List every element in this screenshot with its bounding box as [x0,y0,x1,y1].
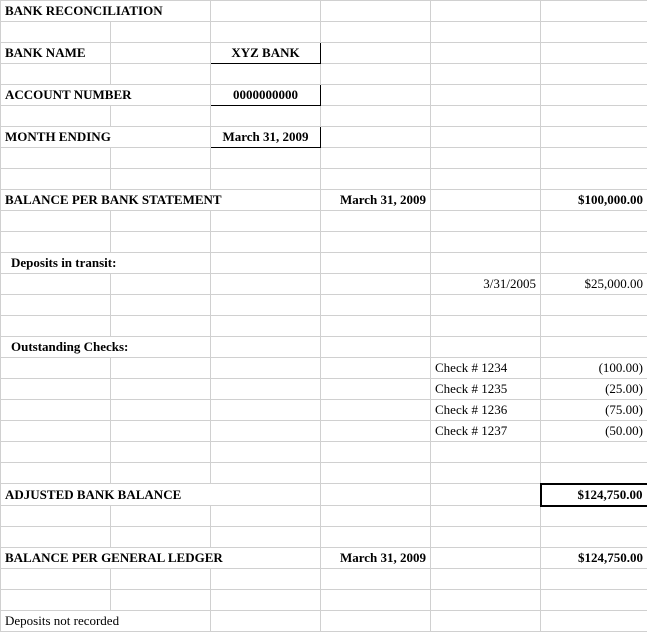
deposit-amount: $25,000.00 [541,274,647,295]
balance-per-bank-date: March 31, 2009 [321,190,431,211]
adjusted-bank-balance-amount: $124,750.00 [541,484,647,506]
check-desc: Check # 1235 [431,379,541,400]
balance-per-gl-label: BALANCE PER GENERAL LEDGER [1,548,321,569]
balance-per-bank-amount: $100,000.00 [541,190,647,211]
row-month-ending: MONTH ENDING March 31, 2009 [1,127,647,148]
row-adjusted-bank-balance: ADJUSTED BANK BALANCE $124,750.00 [1,484,647,506]
row-balance-per-bank: BALANCE PER BANK STATEMENT March 31, 200… [1,190,647,211]
account-number-value: 0000000000 [211,85,321,106]
row-balance-per-gl: BALANCE PER GENERAL LEDGER March 31, 200… [1,548,647,569]
check-amount: (100.00) [541,358,647,379]
deposits-in-transit-label: Deposits in transit: [1,253,211,274]
deposits-not-recorded-label: Deposits not recorded [1,611,211,632]
balance-per-bank-label: BALANCE PER BANK STATEMENT [1,190,321,211]
deposit-date: 3/31/2005 [431,274,541,295]
adjusted-bank-balance-label: ADJUSTED BANK BALANCE [1,484,321,506]
account-number-label: ACCOUNT NUMBER [1,85,211,106]
row-bank-name: BANK NAME XYZ BANK [1,43,647,64]
check-desc: Check # 1236 [431,400,541,421]
check-desc: Check # 1237 [431,421,541,442]
row-title: BANK RECONCILIATION [1,1,647,22]
title: BANK RECONCILIATION [1,1,211,22]
row-check-item: Check # 1236 (75.00) [1,400,647,421]
check-amount: (75.00) [541,400,647,421]
row-check-item: Check # 1237 (50.00) [1,421,647,442]
bank-name-value: XYZ BANK [211,43,321,64]
row-deposits-not-recorded: Deposits not recorded [1,611,647,632]
balance-per-gl-amount: $124,750.00 [541,548,647,569]
outstanding-checks-label: Outstanding Checks: [1,337,211,358]
row-check-item: Check # 1235 (25.00) [1,379,647,400]
row-check-item: Check # 1234 (100.00) [1,358,647,379]
month-ending-label: MONTH ENDING [1,127,211,148]
balance-per-gl-date: March 31, 2009 [321,548,431,569]
check-desc: Check # 1234 [431,358,541,379]
reconciliation-table: BANK RECONCILIATION BANK NAME XYZ BANK A… [0,0,647,632]
check-amount: (50.00) [541,421,647,442]
row-outstanding-checks-label: Outstanding Checks: [1,337,647,358]
row-account-number: ACCOUNT NUMBER 0000000000 [1,85,647,106]
check-amount: (25.00) [541,379,647,400]
row-deposits-in-transit-label: Deposits in transit: [1,253,647,274]
month-ending-value: March 31, 2009 [211,127,321,148]
bank-name-label: BANK NAME [1,43,111,64]
row-deposit-item: 3/31/2005 $25,000.00 [1,274,647,295]
